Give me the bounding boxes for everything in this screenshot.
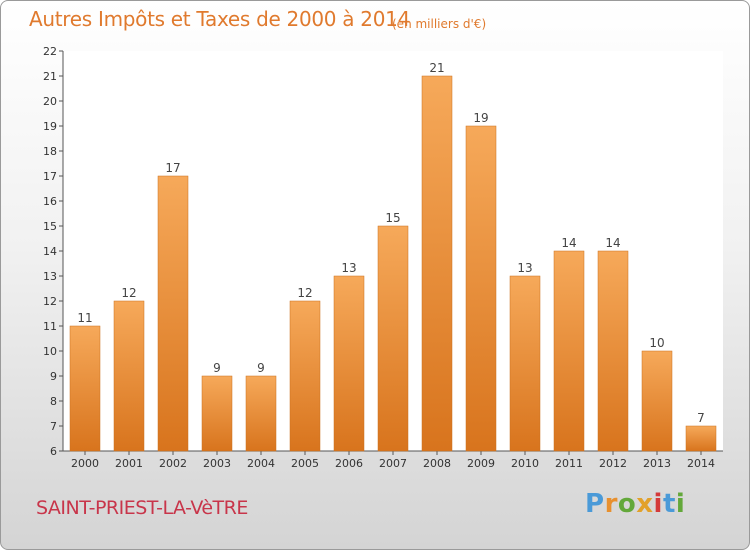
y-tick-label: 18 <box>43 145 57 158</box>
y-tick-label: 7 <box>50 420 57 433</box>
x-tick-label: 2002 <box>159 457 187 470</box>
proxiti-logo[interactable]: Proxiti <box>585 489 685 519</box>
data-label-2007: 15 <box>385 211 400 225</box>
data-label-2001: 12 <box>121 286 136 300</box>
data-label-2009: 19 <box>473 111 488 125</box>
bar-2012 <box>597 250 629 452</box>
bar-2005 <box>289 300 321 452</box>
bar-2014 <box>685 425 717 452</box>
y-tick-label: 17 <box>43 170 57 183</box>
x-tick-label: 2013 <box>643 457 671 470</box>
data-label-2011: 14 <box>561 236 576 250</box>
data-labels: 11 12 17 9 9 12 13 15 21 19 13 14 14 10 7 <box>77 61 704 425</box>
bar-2009 <box>465 125 497 452</box>
y-tick-label: 21 <box>43 70 57 83</box>
bar-2001 <box>113 300 145 452</box>
logo-letter: o <box>617 489 637 519</box>
data-label-2006: 13 <box>341 261 356 275</box>
bar-2013 <box>641 350 673 452</box>
x-tick-label: 2010 <box>511 457 539 470</box>
logo-letter: x <box>636 489 654 519</box>
bar-2004 <box>245 375 277 452</box>
y-tick-label: 6 <box>50 445 57 458</box>
x-tick-label: 2001 <box>115 457 143 470</box>
x-tick-label: 2004 <box>247 457 275 470</box>
x-tick-label: 2006 <box>335 457 363 470</box>
bars <box>69 75 717 452</box>
y-tick-label: 13 <box>43 270 57 283</box>
y-tick-label: 22 <box>43 45 57 58</box>
y-tick-label: 8 <box>50 395 57 408</box>
data-label-2002: 17 <box>165 161 180 175</box>
y-tick-label: 12 <box>43 295 57 308</box>
logo-letter: i <box>675 489 686 519</box>
y-tick-label: 10 <box>43 345 57 358</box>
data-label-2013: 10 <box>649 336 664 350</box>
y-tick-label: 14 <box>43 245 57 258</box>
y-tick-label: 15 <box>43 220 57 233</box>
y-tick-label: 11 <box>43 320 57 333</box>
x-tick-label: 2000 <box>71 457 99 470</box>
chart-subtitle: (en milliers d'€) <box>392 17 487 31</box>
data-label-2012: 14 <box>605 236 620 250</box>
data-label-2004: 9 <box>257 361 265 375</box>
data-label-2014: 7 <box>697 411 705 425</box>
bar-2003 <box>201 375 233 452</box>
x-tick-label: 2012 <box>599 457 627 470</box>
bar-2011 <box>553 250 585 452</box>
logo-letter: r <box>604 489 618 519</box>
x-tick-label: 2007 <box>379 457 407 470</box>
bar-2000 <box>69 325 101 452</box>
x-tick-label: 2014 <box>687 457 715 470</box>
bar-2007 <box>377 225 409 452</box>
y-axis: 6 7 8 9 10 11 12 13 14 15 16 17 18 19 20 21 22 <box>43 45 64 458</box>
x-axis: 2000 2001 2002 2003 2004 2005 2006 2007 2008 2009… <box>63 450 723 470</box>
data-label-2000: 11 <box>77 311 92 325</box>
logo-letter: t <box>662 489 676 519</box>
data-label-2008: 21 <box>429 61 444 75</box>
y-tick-label: 19 <box>43 120 57 133</box>
data-label-2010: 13 <box>517 261 532 275</box>
x-tick-label: 2003 <box>203 457 231 470</box>
commune-name: SAINT-PRIEST-LA-VèTRE <box>36 497 248 519</box>
y-tick-label: 20 <box>43 95 57 108</box>
y-tick-label: 16 <box>43 195 57 208</box>
y-tick-label: 9 <box>50 370 57 383</box>
bar-2008 <box>421 75 453 452</box>
x-tick-label: 2005 <box>291 457 319 470</box>
bar-2006 <box>333 275 365 452</box>
logo-letter: P <box>585 489 605 519</box>
bar-2010 <box>509 275 541 452</box>
x-tick-label: 2008 <box>423 457 451 470</box>
x-tick-label: 2011 <box>555 457 583 470</box>
data-label-2005: 12 <box>297 286 312 300</box>
chart-title: Autres Impôts et Taxes de 2000 à 2014 <box>29 7 410 31</box>
x-tick-label: 2009 <box>467 457 495 470</box>
logo-letter: i <box>653 489 663 519</box>
bar-2002 <box>157 175 189 452</box>
data-label-2003: 9 <box>213 361 221 375</box>
